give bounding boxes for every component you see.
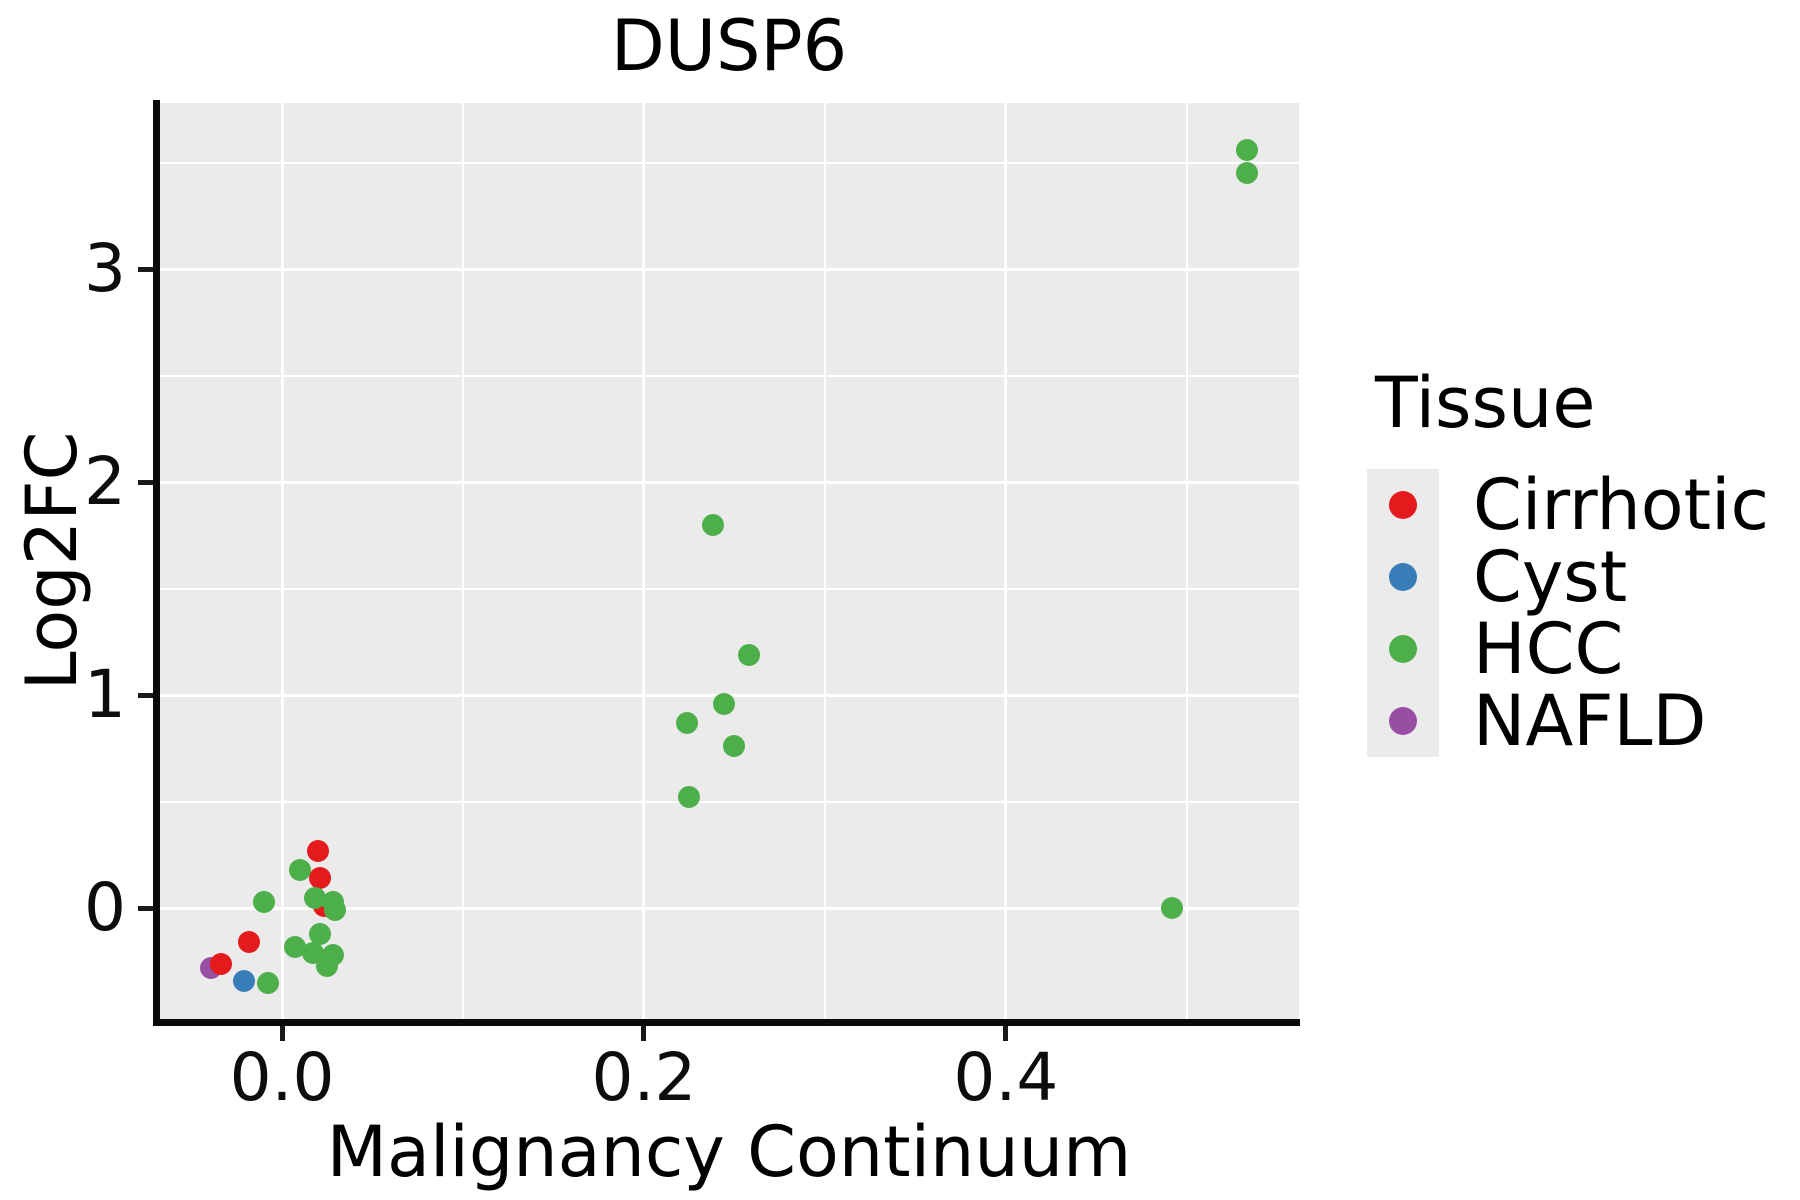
x-tick	[641, 1026, 647, 1041]
y-tick-label: 3	[84, 230, 126, 308]
gridline-y-minor	[159, 374, 1299, 377]
x-tick-label: 0.4	[953, 1039, 1059, 1116]
data-point-hcc	[1235, 138, 1258, 161]
data-point-hcc	[1235, 162, 1258, 185]
cirrhotic-dot-icon	[1389, 491, 1417, 519]
y-tick	[138, 479, 153, 485]
legend-items: Cirrhotic Cyst HCC NAFLD	[1367, 469, 1769, 757]
data-point-hcc	[676, 711, 699, 734]
y-tick-label: 2	[84, 443, 126, 521]
x-tick	[279, 1026, 285, 1041]
y-tick-label: 0	[84, 869, 126, 947]
y-tick	[138, 692, 153, 698]
gridline-y-minor	[159, 161, 1299, 164]
nafld-dot-icon	[1389, 707, 1417, 735]
plot-panel	[159, 103, 1299, 1019]
gridline-y-minor	[159, 800, 1299, 803]
legend-label: Cyst	[1473, 536, 1628, 618]
legend-title: Tissue	[1375, 362, 1596, 444]
x-axis-spine	[153, 1019, 1300, 1026]
legend-key	[1367, 541, 1439, 613]
x-tick-label: 0.0	[229, 1039, 335, 1116]
data-point-hcc	[252, 890, 275, 913]
gridline-y-minor	[159, 587, 1299, 590]
data-point-cirrhotic	[307, 839, 330, 862]
data-point-hcc	[678, 786, 701, 809]
legend-item-cirrhotic: Cirrhotic	[1367, 469, 1769, 541]
cyst-dot-icon	[1389, 563, 1417, 591]
legend: Tissue Cirrhotic Cyst HCC	[1367, 362, 1769, 757]
legend-item-cyst: Cyst	[1367, 541, 1769, 613]
data-point-hcc	[323, 899, 346, 922]
data-point-hcc	[316, 954, 339, 977]
hcc-dot-icon	[1389, 635, 1417, 663]
x-tick-label: 0.2	[591, 1039, 697, 1116]
gridline-y-major	[159, 267, 1299, 271]
y-axis-title: Log2FC	[11, 431, 93, 691]
y-tick	[138, 266, 153, 272]
data-point-hcc	[256, 971, 279, 994]
y-axis-spine	[153, 100, 160, 1026]
legend-item-hcc: HCC	[1367, 613, 1769, 685]
data-point-hcc	[723, 735, 746, 758]
data-point-hcc	[303, 886, 326, 909]
data-point-cyst	[233, 969, 256, 992]
x-axis-title: Malignancy Continuum	[326, 1111, 1132, 1193]
gridline-x-minor	[823, 103, 826, 1019]
y-tick	[138, 905, 153, 911]
x-tick	[1003, 1026, 1009, 1041]
data-point-cirrhotic	[309, 867, 332, 890]
data-point-hcc	[283, 935, 306, 958]
y-tick-label: 1	[84, 656, 126, 734]
legend-key	[1367, 613, 1439, 685]
legend-key	[1367, 685, 1439, 757]
gridline-x-minor	[1185, 103, 1188, 1019]
gridline-x-minor	[462, 103, 464, 1019]
data-point-hcc	[1161, 897, 1184, 920]
data-point-hcc	[289, 858, 312, 881]
gridline-x-major	[642, 103, 646, 1019]
gridline-y-major	[159, 906, 1299, 910]
gridline-y-major	[159, 480, 1299, 484]
legend-key	[1367, 469, 1439, 541]
gridline-x-major	[1004, 103, 1008, 1019]
legend-label: HCC	[1473, 608, 1624, 690]
legend-label: Cirrhotic	[1473, 464, 1769, 546]
data-point-hcc	[737, 643, 760, 666]
gridline-x-major	[280, 103, 284, 1019]
legend-item-nafld: NAFLD	[1367, 685, 1769, 757]
data-point-hcc	[309, 922, 332, 945]
data-point-hcc	[701, 513, 724, 536]
data-point-cirrhotic	[209, 952, 232, 975]
legend-label: NAFLD	[1473, 680, 1707, 762]
data-point-hcc	[712, 692, 735, 715]
plot-title: DUSP6	[610, 5, 848, 87]
data-point-cirrhotic	[238, 931, 261, 954]
